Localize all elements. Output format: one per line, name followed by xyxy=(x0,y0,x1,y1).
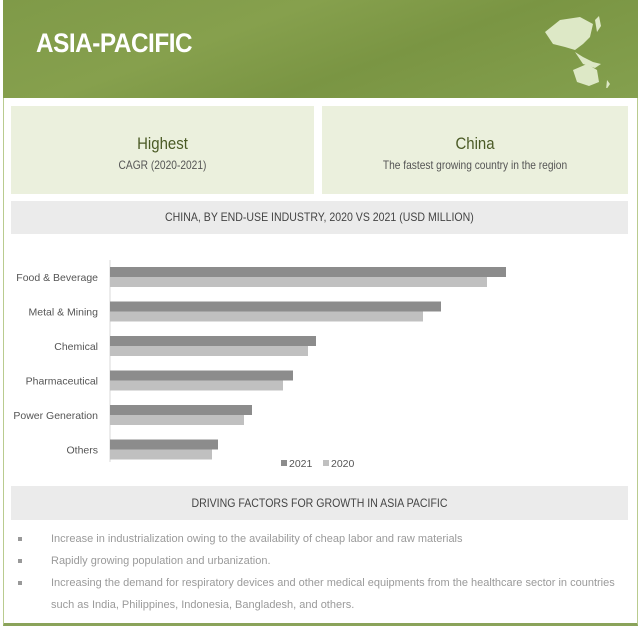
list-item: Increasing the demand for respiratory de… xyxy=(18,572,618,616)
bullet-icon xyxy=(18,537,22,541)
highlight-country: China The fastest growing country in the… xyxy=(322,106,628,194)
category-label: Food & Beverage xyxy=(16,272,98,284)
category-label: Metal & Mining xyxy=(29,307,99,319)
drivers-list: Increase in industrialization owing to t… xyxy=(18,528,618,616)
drivers-title: DRIVING FACTORS FOR GROWTH IN ASIA PACIF… xyxy=(11,486,628,520)
bar-2020 xyxy=(110,415,244,425)
legend-swatch-2021 xyxy=(281,460,287,466)
bar-chart: Food & Beverage Metal & Mining Chemical Pha… xyxy=(13,260,506,470)
bullet-icon xyxy=(18,581,22,585)
legend-label: 2020 xyxy=(331,458,355,470)
bar-2021 xyxy=(110,267,506,277)
bar-2020 xyxy=(110,277,487,287)
bar-2021 xyxy=(110,336,316,346)
category-label: Power Generation xyxy=(13,410,98,422)
bar-2021 xyxy=(110,301,441,312)
highlight-subtitle: The fastest growing country in the regio… xyxy=(382,158,568,172)
bullet-icon xyxy=(18,559,22,563)
bar-2020 xyxy=(110,346,308,356)
list-item: Rapidly growing population and urbanizat… xyxy=(18,550,618,572)
highlight-subtitle: CAGR (2020-2021) xyxy=(118,158,207,172)
drivers-title-text: DRIVING FACTORS FOR GROWTH IN ASIA PACIF… xyxy=(191,496,448,510)
asia-pacific-map-icon xyxy=(545,16,610,88)
list-item-text: Increase in industrialization owing to t… xyxy=(51,533,463,545)
bar-2021 xyxy=(110,370,293,381)
bar-2020 xyxy=(110,311,423,322)
category-label: Others xyxy=(66,445,98,457)
bar-2020 xyxy=(110,449,212,460)
category-label: Chemical xyxy=(54,341,98,353)
highlight-cagr: Highest CAGR (2020-2021) xyxy=(11,106,314,194)
chart-title-text: CHINA, BY END-USE INDUSTRY, 2020 VS 2021… xyxy=(165,210,474,224)
list-item-text: Increasing the demand for respiratory de… xyxy=(51,577,615,611)
header-banner: ASIA-PACIFIC xyxy=(3,0,638,98)
bar-2021 xyxy=(110,405,252,415)
bar-2020 xyxy=(110,380,283,391)
category-label: Pharmaceutical xyxy=(26,376,98,388)
region-title: ASIA-PACIFIC xyxy=(36,28,193,58)
bar-2021 xyxy=(110,439,218,450)
highlight-title: China xyxy=(455,134,495,153)
list-item-text: Rapidly growing population and urbanizat… xyxy=(51,555,271,567)
highlight-title: Highest xyxy=(137,134,188,153)
legend-label: 2021 xyxy=(289,458,313,470)
chart-title: CHINA, BY END-USE INDUSTRY, 2020 VS 2021… xyxy=(11,201,628,234)
list-item: Increase in industrialization owing to t… xyxy=(18,528,618,550)
legend-swatch-2020 xyxy=(323,460,329,466)
